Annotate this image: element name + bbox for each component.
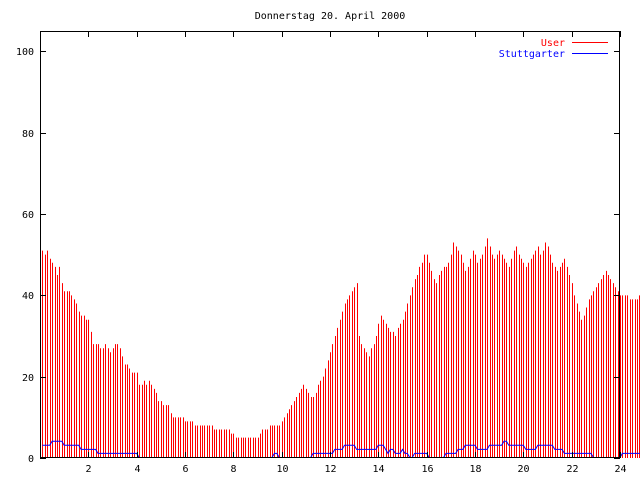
legend: User Stuttgarter [499,38,608,60]
y-tick-label: 80 [22,129,34,140]
y-tick-label: 100 [16,47,34,58]
x-tick-label: 18 [469,464,481,475]
x-tick-label: 6 [182,464,188,475]
legend-label-stuttgarter: Stuttgarter [499,49,565,60]
x-tick-label: 22 [566,464,578,475]
x-tick-label: 12 [324,464,336,475]
y-tick-label: 20 [22,373,34,384]
x-tick-label: 16 [421,464,433,475]
legend-label-user: User [541,38,565,49]
y-tick-label: 60 [22,210,34,221]
x-tick-label: 8 [230,464,236,475]
chart-title: Donnerstag 20. April 2000 [255,11,406,22]
x-tick-label: 2 [85,464,91,475]
x-axis: 2 4 6 8 10 12 14 16 18 20 22 24 [85,31,627,475]
x-tick-label: 24 [614,464,626,475]
x-tick-label: 4 [134,464,140,475]
user-bars [42,238,640,458]
y-axis: 0 20 40 60 80 100 [16,47,620,465]
x-tick-label: 14 [372,464,384,475]
y-tick-label: 0 [28,454,34,465]
x-tick-label: 20 [517,464,529,475]
y-tick-label: 40 [22,291,34,302]
x-tick-label: 10 [276,464,288,475]
